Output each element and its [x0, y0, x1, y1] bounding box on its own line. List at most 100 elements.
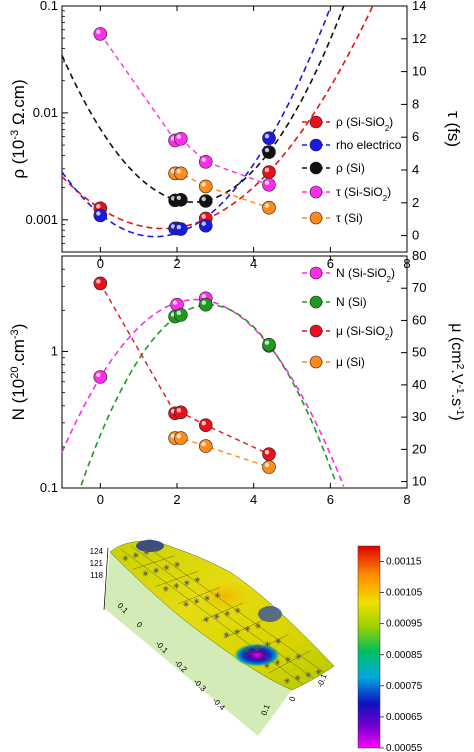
legend-label-tau_sisio2: τ (Si-SiO2) — [336, 185, 391, 203]
data-point-rho_electrico — [174, 222, 188, 236]
data-point-highlight — [201, 214, 206, 219]
data-point-n_si — [174, 308, 188, 322]
x-tick-label: 6 — [327, 492, 334, 507]
data-point-highlight — [264, 449, 270, 455]
data-point-highlight — [170, 224, 176, 229]
legend-label-mu_si: μ (Si) — [336, 355, 365, 369]
data-point-rho_si — [174, 192, 188, 207]
legend-marker-mu_sisio2 — [309, 324, 323, 338]
measurement-marker — [213, 613, 220, 620]
panel-a-fit-curves — [61, 5, 374, 238]
x-tick-label: 0 — [97, 492, 104, 507]
data-point-highlight — [201, 420, 206, 426]
colorbar-tick-label: 0.00115 — [386, 557, 422, 568]
mesh-line — [120, 548, 303, 685]
thickness-tick-label: 124 — [90, 547, 104, 556]
x-axis-ticks: -0.100.1 — [259, 672, 328, 717]
panel-b-right-axis-label: μ (cm2.V-1.s-1) — [448, 323, 466, 421]
data-point-highlight — [201, 294, 206, 299]
data-point-highlight — [201, 300, 206, 305]
data-point-rho_electrico — [262, 131, 276, 146]
data-point-highlight — [201, 157, 206, 162]
data-point-rho_si — [262, 145, 276, 159]
measurement-marker — [263, 662, 270, 669]
measurement-marker — [223, 631, 230, 638]
colorbar — [357, 545, 381, 749]
measurement-marker — [234, 607, 241, 614]
legend-label-tau_si: τ (Si) — [336, 211, 363, 225]
data-point-tau_sisio2 — [174, 132, 188, 146]
y-left-tick-label: 0.1 — [40, 480, 58, 495]
panel-a-left-axis-label: ρ (10-3 Ω.cm) — [9, 79, 28, 178]
x-tick-label: 6 — [327, 256, 334, 271]
x-tick-label: 2 — [173, 256, 180, 271]
data-point-highlight — [176, 134, 182, 140]
measurement-marker — [193, 598, 200, 605]
data-point-tau_si — [262, 200, 276, 215]
measurement-marker — [315, 668, 322, 675]
data-point-rho_sisio2 — [262, 165, 276, 179]
y-right-tick-label: 4 — [412, 162, 419, 177]
panel-a-frame — [61, 5, 408, 253]
data-point-highlight — [201, 441, 206, 447]
x-tick-label: 0 — [287, 695, 297, 703]
y-right-tick-label: 60 — [412, 312, 426, 327]
data-point-highlight — [96, 211, 101, 216]
y-left-tick-label: 1 — [51, 343, 58, 358]
data-point-highlight — [172, 300, 178, 305]
data-point-tau_sisio2 — [93, 27, 108, 41]
measurement-marker — [183, 579, 190, 586]
legend-marker-n_si — [309, 295, 323, 309]
data-point-highlight — [264, 134, 270, 139]
data-point-tau_si — [174, 166, 188, 181]
measurement-marker — [274, 659, 281, 666]
surface-mesh-lines — [120, 542, 324, 685]
panel-a-series-lines — [99, 33, 270, 209]
data-point-mu_si — [174, 431, 188, 445]
data-point-rho_electrico — [93, 208, 108, 223]
data-point-n_sisio2 — [93, 370, 108, 384]
thickness-tick-label: 121 — [90, 559, 104, 568]
panel-b-legend: N (Si-SiO2) N (Si) μ (Si-SiO2) μ (Si) — [302, 266, 395, 369]
panel-b-fit-curves — [61, 298, 345, 487]
x-tick-label: 2 — [173, 492, 180, 507]
measurement-marker — [254, 644, 261, 651]
data-point-mu_sisio2 — [174, 405, 188, 420]
measurement-marker — [153, 546, 160, 553]
series-line-mu_sisio2 — [99, 283, 270, 455]
fit-curve-n_sisio2 — [61, 298, 345, 487]
data-point-highlight — [176, 195, 182, 200]
y-right-tick-label: 10 — [412, 64, 426, 79]
y-right-tick-label: 40 — [412, 377, 426, 392]
y-right-tick-label: 10 — [412, 474, 426, 489]
data-point-highlight — [201, 182, 206, 187]
measurement-marker — [173, 582, 180, 589]
colorbar-tick-label: 0.00055 — [386, 743, 423, 752]
legend-label-n_si: N (Si) — [336, 295, 367, 309]
legend-marker-tau_sisio2 — [309, 185, 323, 199]
legend-label-n_sisio2: N (Si-SiO2) — [336, 266, 395, 284]
measurement-marker — [153, 567, 160, 574]
measurement-marker — [162, 585, 169, 592]
data-point-tau_si — [198, 179, 213, 194]
measurement-marker — [254, 622, 261, 629]
resistivity-surface — [104, 538, 335, 736]
data-point-highlight — [264, 462, 270, 468]
data-point-n_si — [262, 337, 276, 352]
measurement-marker — [143, 549, 150, 556]
measurement-marker — [294, 674, 301, 681]
thickness-axis-ticks: 124 121 118 — [90, 547, 104, 580]
data-point-highlight — [96, 29, 101, 35]
data-point-mu_sisio2 — [198, 418, 213, 432]
x-tick-label: 8 — [403, 492, 410, 507]
colorbar-tick-label: 0.00075 — [386, 681, 423, 692]
x-tick-label: 4 — [250, 256, 257, 271]
data-point-highlight — [176, 224, 182, 230]
x-tick-label: 4 — [250, 492, 257, 507]
legend-marker-rho_electrico — [309, 138, 323, 152]
data-point-rho_electrico — [198, 218, 213, 233]
measurement-marker — [214, 592, 221, 599]
